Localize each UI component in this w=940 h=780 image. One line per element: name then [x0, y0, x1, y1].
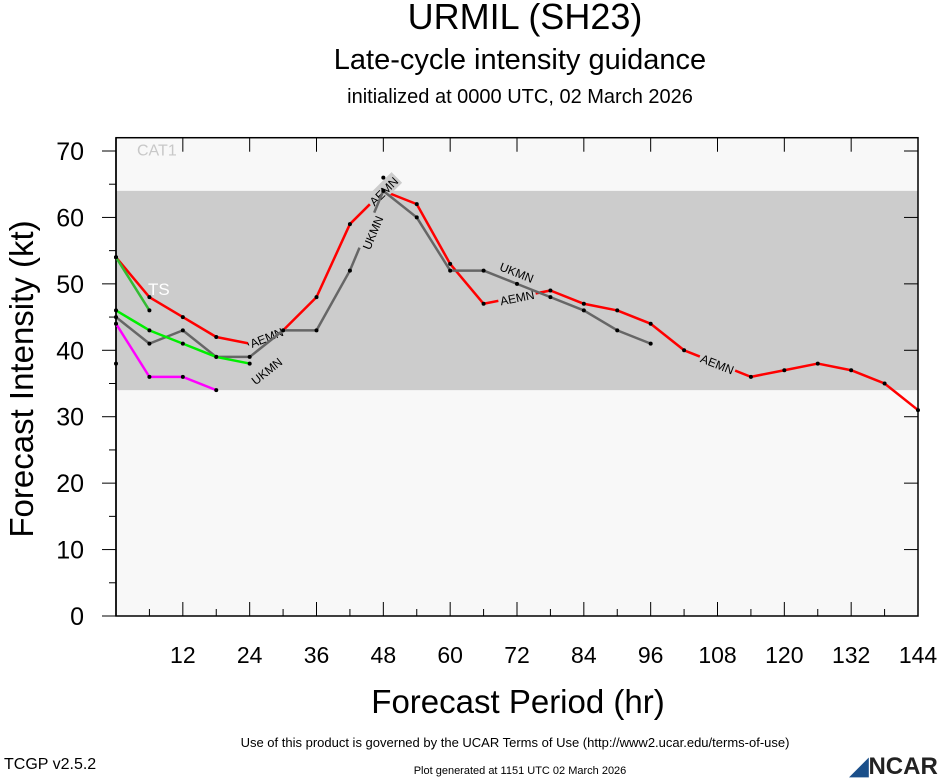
data-point: [214, 354, 219, 359]
chart-title: URMIL (SH23): [407, 0, 643, 37]
y-tick-label: 50: [56, 271, 84, 299]
data-point: [648, 321, 653, 326]
x-tick-label: 72: [504, 642, 530, 668]
data-point: [548, 295, 553, 300]
terms-text: Use of this product is governed by the U…: [240, 735, 790, 750]
series-label-bg: [496, 286, 538, 309]
series-label-bg: [246, 352, 286, 389]
data-point: [782, 368, 787, 373]
y-tick-label: 70: [56, 138, 84, 166]
data-point: [615, 308, 620, 313]
data-point: [347, 222, 352, 227]
data-point: [448, 268, 453, 273]
version-text: TCGP v2.5.2: [4, 756, 97, 773]
data-point: [515, 281, 519, 286]
ncar-logo: ◢NCAR: [850, 753, 938, 780]
x-tick-label: 24: [237, 642, 263, 668]
data-point: [147, 295, 152, 300]
data-point: [114, 255, 118, 260]
data-point: [481, 301, 486, 306]
data-point: [314, 295, 319, 300]
data-point: [615, 328, 620, 333]
data-point: [448, 261, 453, 266]
series-label-bg: [697, 349, 738, 378]
data-point: [247, 361, 252, 366]
data-point: [214, 335, 219, 339]
x-tick-label: 96: [638, 642, 664, 668]
x-tick-label: 144: [899, 642, 938, 668]
series-unnamed-2: [114, 308, 252, 366]
series-label: AEMN: [499, 288, 536, 308]
data-point: [247, 354, 252, 359]
data-point: [347, 268, 352, 273]
data-point: [180, 315, 185, 320]
data-point: [414, 215, 419, 220]
series-label-bg: [245, 323, 287, 351]
series-line: [114, 323, 217, 392]
x-tick-label: 36: [304, 642, 330, 668]
data-point: [180, 341, 185, 346]
data-point: [381, 175, 386, 180]
y-tick-label: 40: [56, 337, 84, 365]
y-tick-label: 60: [56, 204, 84, 232]
data-point: [548, 288, 553, 293]
data-point: [581, 308, 586, 313]
x-axis-label: Forecast Period (hr): [371, 683, 665, 720]
data-point: [581, 301, 586, 306]
series-label-bg: [496, 257, 538, 286]
y-tick-label: 10: [56, 537, 84, 565]
data-point: [114, 361, 118, 366]
data-point: [114, 321, 118, 326]
data-point: [147, 308, 152, 313]
y-tick-label: 20: [56, 470, 84, 498]
y-axis-label: Forecast Intensity (kt): [3, 220, 40, 538]
series-label-bg: [357, 212, 387, 253]
data-point: [849, 368, 854, 373]
data-point: [381, 188, 386, 193]
series-line: [114, 256, 151, 312]
x-tick-label: 48: [371, 642, 397, 668]
data-point: [916, 408, 920, 413]
data-point: [147, 328, 152, 333]
data-point: [147, 374, 152, 379]
init-line: initialized at 0000 UTC, 02 March 2026: [347, 86, 693, 108]
chart-subtitle: Late-cycle intensity guidance: [333, 44, 707, 76]
series-unnamed-3: [114, 255, 152, 313]
data-point: [815, 361, 820, 366]
data-point: [748, 374, 753, 379]
data-point: [180, 328, 185, 333]
series-unnamed-5: [114, 175, 386, 366]
data-point: [414, 202, 419, 207]
x-tick-label: 60: [437, 642, 463, 668]
data-point: [114, 308, 118, 313]
data-point: [648, 341, 653, 346]
data-point: [882, 381, 887, 386]
data-point: [281, 328, 286, 333]
x-tick-label: 120: [765, 642, 803, 668]
data-point: [214, 388, 219, 393]
data-point: [114, 315, 118, 320]
band-label-ts: TS: [148, 280, 170, 299]
data-point: [481, 268, 486, 273]
data-point: [314, 328, 319, 333]
y-tick-label: 30: [56, 404, 84, 432]
generated-text: Plot generated at 1151 UTC 02 March 2026: [413, 765, 627, 777]
data-point: [682, 348, 687, 353]
data-point: [180, 374, 185, 379]
band-label-cat1: CAT1: [137, 143, 177, 160]
x-tick-label: 12: [170, 642, 196, 668]
y-tick-label: 0: [70, 603, 84, 631]
x-tick-label: 132: [832, 642, 870, 668]
series-unnamed-4: [114, 321, 219, 393]
data-point: [147, 341, 152, 346]
x-tick-label: 84: [571, 642, 597, 668]
x-tick-label: 108: [698, 642, 736, 668]
